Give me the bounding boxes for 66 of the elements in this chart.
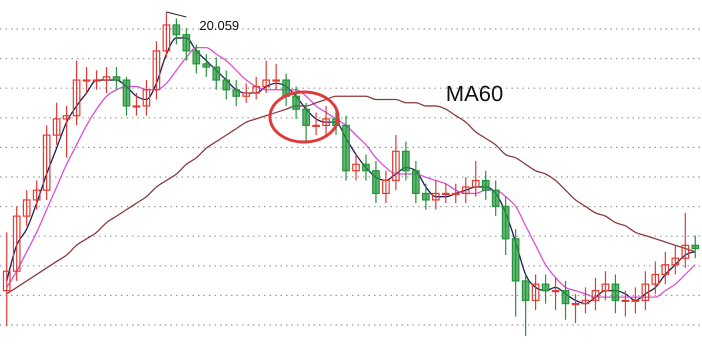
candlestick [102,66,110,94]
candlestick [182,28,190,62]
candlestick [572,293,580,324]
candlestick [562,280,570,320]
candlestick [602,270,610,301]
candlestick [592,277,600,311]
candlestick [242,82,250,104]
candlestick [442,183,450,204]
candlestick [691,234,700,259]
candlestick [482,170,490,201]
annotation: 20.059 [199,18,240,33]
candlestick [132,92,140,116]
candlestick [52,102,60,146]
candlestick [452,183,460,204]
candlestick [72,60,80,126]
candlestick [82,66,90,94]
candlestick [612,274,620,314]
candlestick [352,154,360,182]
candlestick [2,232,11,327]
candlestick [292,86,300,120]
candlestick [162,11,170,58]
candlestick [312,112,320,136]
candlestick [322,105,330,136]
candlestick [402,141,410,182]
candlestick [192,44,200,74]
candlestick [32,180,41,210]
candlestick [661,251,670,285]
candlestick [12,206,21,282]
candlestick [681,212,690,269]
candlestick [22,190,31,226]
candlestick [542,274,550,304]
candlestick [152,40,160,100]
candlestick [462,176,470,204]
candlestick [422,183,430,210]
candlestick [632,286,640,314]
candlestick [492,180,500,217]
candlestick [232,79,240,107]
candlestick [522,274,530,337]
candlestick [412,160,420,204]
candlestick [622,290,630,318]
candlestick [671,244,680,276]
candlestick [212,56,220,90]
candlestick [62,105,70,158]
candlestick [302,102,310,142]
candlestick [272,63,280,90]
candlestick [432,180,440,210]
candlestick [552,277,560,311]
candlestick [582,286,590,314]
candlestick [642,270,650,311]
candlestick [252,76,260,100]
candlestick [372,160,380,204]
candlestick [42,124,50,201]
candlestick [222,70,230,100]
candlestick [362,154,370,182]
candlestick [652,260,660,294]
candlestick [172,18,180,45]
series-label: MA60 [446,81,504,106]
candlestick [472,160,480,198]
candlestick [142,79,150,116]
candlestick [532,274,540,311]
candlestick [112,66,120,90]
candlestick [382,170,390,204]
candlestick [92,70,100,90]
candlestick [202,54,210,78]
candlestick [262,60,270,94]
candlestick [392,134,400,191]
